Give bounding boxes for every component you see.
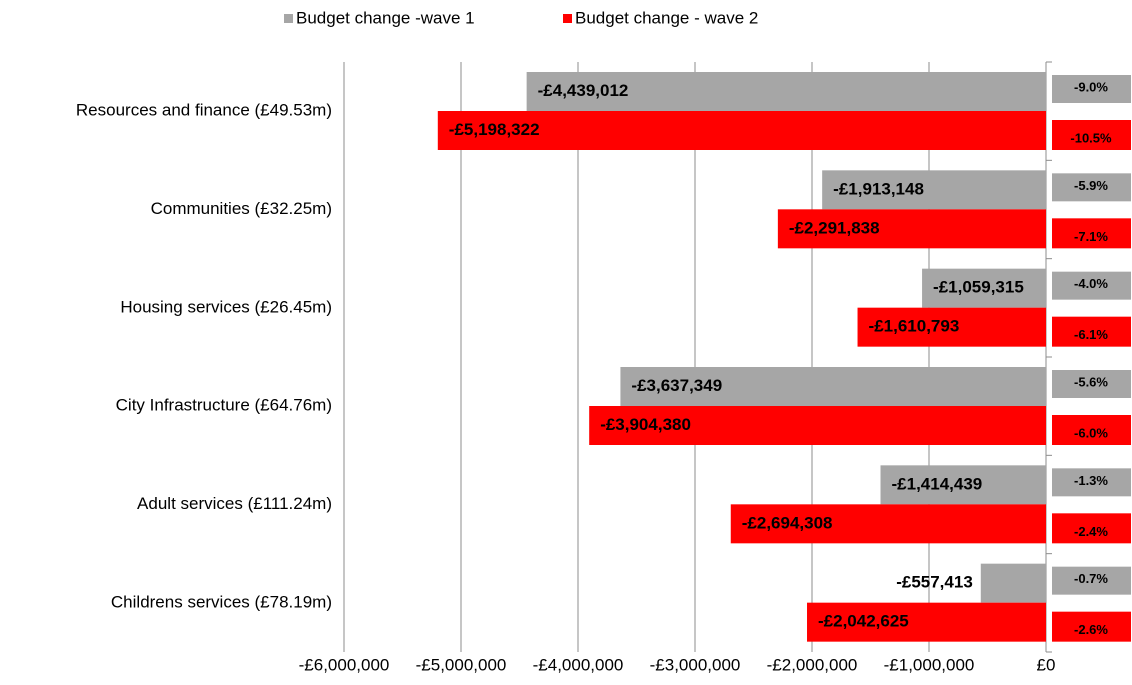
bar [980, 563, 1046, 603]
percent-box [1052, 415, 1131, 445]
x-tick-label: £0 [1037, 655, 1056, 674]
percent-box [1052, 218, 1131, 249]
bar [589, 406, 1046, 445]
legend-label: Budget change -wave 1 [296, 8, 475, 27]
x-tick-label: -£2,000,000 [767, 655, 858, 674]
data-label: -£1,414,439 [892, 474, 983, 493]
category-label: Housing services (£26.45m) [120, 297, 332, 316]
data-label: -£557,413 [896, 573, 973, 592]
data-label: -£2,291,838 [789, 218, 880, 237]
percent-box [1052, 316, 1131, 347]
percent-label: -9.0% [1074, 79, 1108, 94]
percent-box [1052, 271, 1131, 300]
data-label: -£2,042,625 [818, 612, 909, 631]
x-tick-label: -£3,000,000 [650, 655, 741, 674]
data-label: -£4,439,012 [538, 81, 629, 100]
percent-box [1052, 566, 1131, 595]
data-label: -£1,913,148 [833, 179, 924, 198]
bar [777, 209, 1046, 249]
bar [880, 465, 1046, 505]
data-label: -£1,059,315 [933, 278, 1024, 297]
percent-label: -7.1% [1074, 229, 1108, 244]
percent-box [1052, 173, 1131, 202]
data-label: -£3,904,380 [600, 415, 691, 434]
percent-label: -6.1% [1074, 327, 1108, 342]
bar [730, 504, 1046, 544]
percent-label: -2.6% [1074, 622, 1108, 637]
percent-box [1052, 611, 1131, 642]
category-label: Adult services (£111.24m) [137, 494, 332, 513]
category-label: Communities (£32.25m) [151, 199, 332, 218]
percent-label: -10.5% [1070, 130, 1112, 145]
category-label: Resources and finance (£49.53m) [76, 101, 332, 120]
bar [922, 268, 1046, 308]
data-label: -£1,610,793 [869, 317, 960, 336]
legend-label: Budget change - wave 2 [575, 8, 758, 27]
percent-box [1052, 75, 1131, 103]
percent-label: -4.0% [1074, 276, 1108, 291]
percent-box [1052, 468, 1131, 497]
x-tick-label: -£4,000,000 [533, 655, 624, 674]
data-label: -£5,198,322 [449, 120, 540, 139]
x-tick-label: -£6,000,000 [299, 655, 390, 674]
bar [807, 602, 1046, 642]
legend-swatch [563, 14, 572, 23]
bar [822, 170, 1046, 210]
legend-swatch [284, 14, 293, 23]
percent-box [1052, 120, 1131, 150]
percent-label: -2.4% [1074, 524, 1108, 539]
percent-label: -5.6% [1074, 374, 1108, 389]
category-label: Childrens services (£78.19m) [111, 592, 332, 611]
bar [437, 111, 1046, 150]
data-label: -£3,637,349 [631, 376, 722, 395]
percent-label: -5.9% [1074, 178, 1108, 193]
bar [620, 367, 1046, 406]
percent-box [1052, 370, 1131, 398]
category-label: City Infrastructure (£64.76m) [116, 396, 332, 415]
x-tick-label: -£5,000,000 [416, 655, 507, 674]
data-label: -£2,694,308 [742, 513, 833, 532]
percent-label: -6.0% [1074, 425, 1108, 440]
x-tick-label: -£1,000,000 [884, 655, 975, 674]
percent-label: -1.3% [1074, 473, 1108, 488]
bar [857, 307, 1046, 347]
bar [526, 72, 1046, 111]
percent-label: -0.7% [1074, 571, 1108, 586]
percent-box [1052, 513, 1131, 544]
